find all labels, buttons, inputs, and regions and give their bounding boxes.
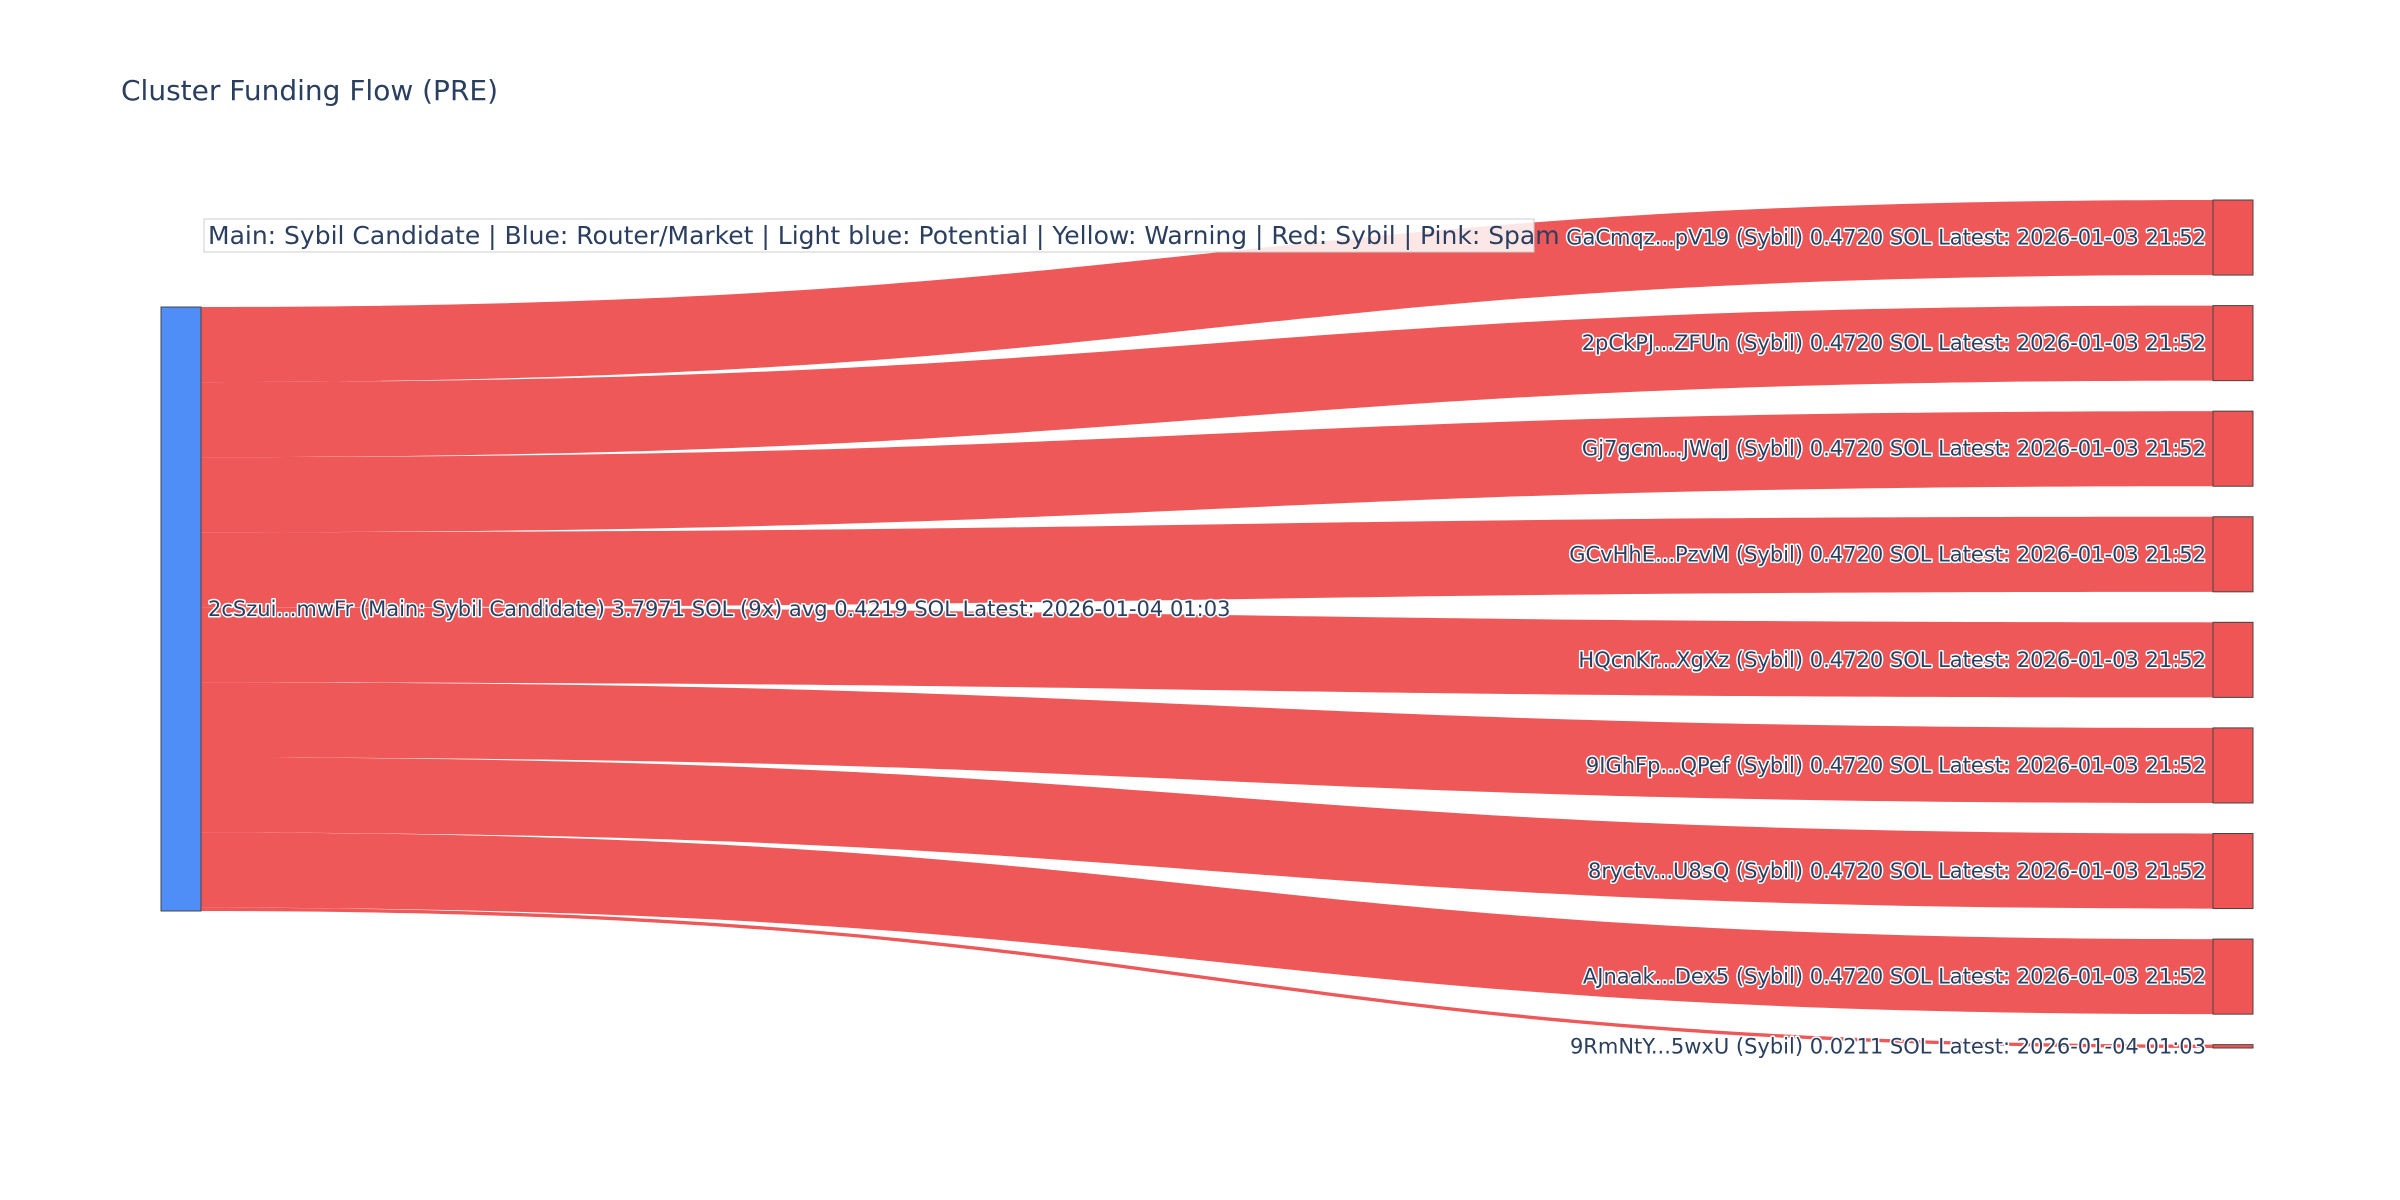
target-node[interactable] [2212,410,2254,487]
target-node-label: GCvHhE...PzvM (Sybil) 0.4720 SOL Latest:… [1569,542,2206,566]
sankey-nodes [160,199,2254,1049]
chart-title: Cluster Funding Flow (PRE) [121,74,498,107]
target-node-label: 8ryctv...U8sQ (Sybil) 0.4720 SOL Latest:… [1588,859,2206,883]
flow-link[interactable] [201,682,2213,803]
flow-link[interactable] [201,832,2213,1015]
source-node[interactable] [160,306,202,912]
target-node[interactable] [2212,727,2254,804]
target-node-label: 2pCkPJ...ZFUn (Sybil) 0.4720 SOL Latest:… [1582,331,2206,355]
flow-link[interactable] [201,907,2213,1048]
target-node[interactable] [2212,938,2254,1015]
sankey-labels: 2cSzui...mwFr (Main: Sybil Candidate) 3.… [207,224,2208,1060]
flow-link[interactable] [201,305,2213,458]
legend-background [203,218,1535,253]
flow-link[interactable] [201,607,2213,698]
legend-annotation: Main: Sybil Candidate | Blue: Router/Mar… [203,218,1560,253]
sankey-links [201,200,2213,1048]
target-node[interactable] [2212,305,2254,382]
flow-link[interactable] [201,516,2213,608]
target-node[interactable] [2212,516,2254,593]
target-node-label: Gj7gcm...JWqJ (Sybil) 0.4720 SOL Latest:… [1582,437,2206,461]
flow-link[interactable] [201,200,2213,383]
legend-text: Main: Sybil Candidate | Blue: Router/Mar… [208,221,1560,250]
target-node-label: AJnaak...Dex5 (Sybil) 0.4720 SOL Latest:… [1583,965,2206,989]
flow-link[interactable] [201,411,2213,533]
target-node[interactable] [2212,1044,2254,1049]
target-node-label: GaCmqz...pV19 (Sybil) 0.4720 SOL Latest:… [1566,226,2206,250]
flow-link[interactable] [201,757,2213,909]
source-node-label: 2cSzui...mwFr (Main: Sybil Candidate) 3.… [208,597,1230,621]
target-node[interactable] [2212,832,2254,910]
target-node-label: 9RmNtY...5wxU (Sybil) 0.0211 SOL Latest:… [1570,1034,2206,1058]
target-node[interactable] [2212,621,2254,698]
target-node[interactable] [2212,199,2254,276]
target-node-label: 9IGhFp...QPef (Sybil) 0.4720 SOL Latest:… [1586,753,2206,777]
target-node-label: HQcnKr...XgXz (Sybil) 0.4720 SOL Latest:… [1578,648,2206,672]
